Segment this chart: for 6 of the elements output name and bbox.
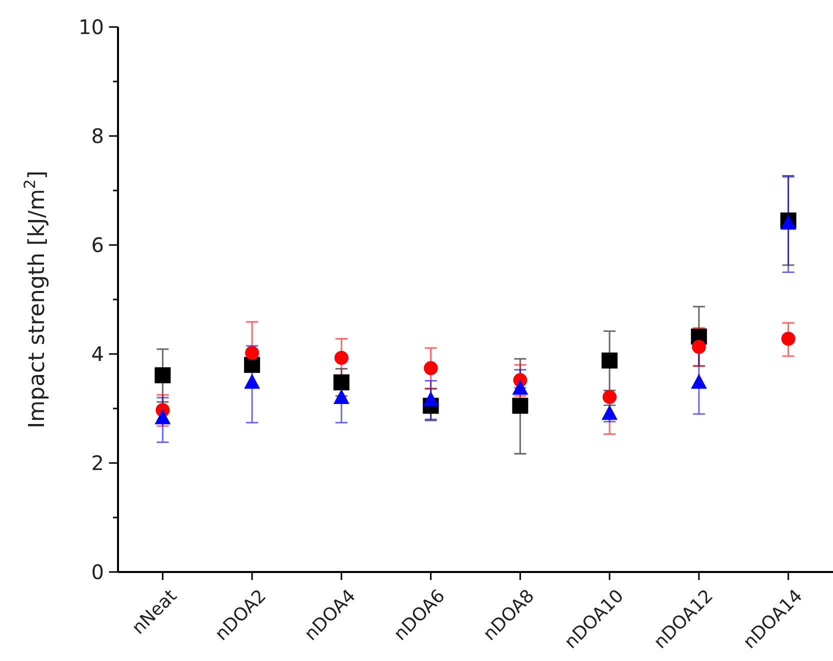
- y-tick-label: 8: [91, 124, 104, 148]
- y-tick-label: 4: [91, 342, 104, 366]
- y-tick-label: 2: [91, 451, 104, 475]
- y-tick-label: 6: [91, 233, 104, 257]
- y-tick-label: 0: [91, 560, 104, 584]
- y-tick-label: 10: [78, 15, 104, 39]
